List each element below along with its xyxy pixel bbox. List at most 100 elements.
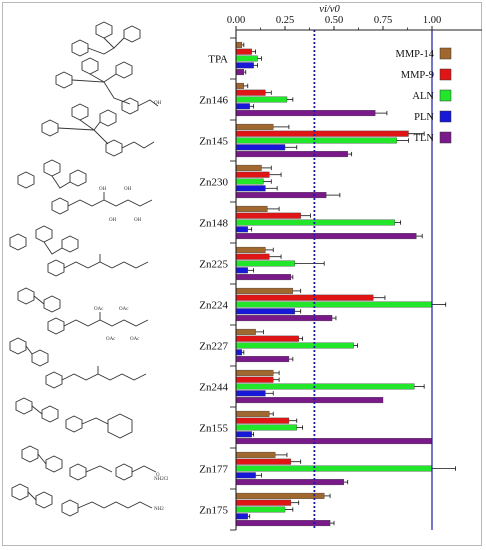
x-tick-label: 0.50 <box>325 15 343 26</box>
legend-label-aln: ALN <box>412 91 434 102</box>
bar-pln-zn224 <box>235 308 295 315</box>
bar-tln-zn175 <box>235 520 331 527</box>
bar-pln-zn225 <box>235 267 248 274</box>
category-label-zn148: Zn148 <box>199 218 228 230</box>
category-label-zn230: Zn230 <box>199 177 228 189</box>
bar-aln-zn175 <box>235 506 286 513</box>
category-label-zn224: Zn224 <box>199 300 228 312</box>
structure-zn155 <box>11 483 153 517</box>
bar-aln-zn145 <box>235 137 397 144</box>
bar-tln-zn225 <box>235 274 292 281</box>
category-label-zn155: Zn155 <box>199 423 228 435</box>
bar-mmp-14-zn155 <box>235 410 270 417</box>
legend-label-mmp-9: MMP-9 <box>401 70 434 81</box>
legend-swatch-tln <box>439 131 452 144</box>
bar-mmp-9-zn224 <box>235 294 374 301</box>
x-tick-label: 0.75 <box>374 15 392 26</box>
bar-tln-zn230 <box>235 192 327 199</box>
bar-mmp-9-zn227 <box>235 335 299 342</box>
bar-tln-zn145 <box>235 151 348 158</box>
structure-zn145 <box>41 103 155 157</box>
bar-mmp-9-zn145 <box>235 130 409 137</box>
structure-label: OH <box>154 101 162 106</box>
plot-area: TPA Zn146 Zn145 Zn230 Zn148 Zn225 Zn224 Zn227 Zn… <box>199 4 482 531</box>
bar-tln-zn155 <box>235 438 433 445</box>
bar-pln-zn244 <box>235 390 266 397</box>
category-label-zn244: Zn244 <box>199 382 228 394</box>
category-label-zn146: Zn146 <box>199 95 228 107</box>
bar-mmp-14-zn230 <box>235 164 262 171</box>
bar-aln-zn224 <box>235 301 433 308</box>
bar-mmp-14-tpa <box>235 41 243 48</box>
bar-mmp-9-tpa <box>235 48 252 55</box>
bar-pln-zn230 <box>235 185 266 192</box>
bar-pln-zn177 <box>235 472 256 479</box>
structure-zn244 <box>21 445 157 481</box>
bar-aln-tpa <box>235 55 258 62</box>
structure-tpa <box>71 21 141 57</box>
chemical-structures-panel: OH OH OH OH OH OAc OAc OAc OAc NH2 NH2Cl… <box>9 21 169 517</box>
structure-label: OH <box>134 218 142 223</box>
bar-mmp-14-zn175 <box>235 492 325 499</box>
structure-zn225 <box>17 287 149 335</box>
x-axis-label: vi/v0 <box>319 4 340 15</box>
bar-pln-zn155 <box>235 431 252 438</box>
bar-mmp-14-zn148 <box>235 205 268 212</box>
bar-tln-zn146 <box>235 110 376 117</box>
bar-mmp-14-zn177 <box>235 451 276 458</box>
structure-label: OAc <box>130 337 140 342</box>
bar-mmp-14-zn227 <box>235 328 256 335</box>
bar-aln-zn177 <box>235 465 433 472</box>
structure-label: OH <box>124 187 132 192</box>
bar-mmp-9-zn175 <box>235 499 292 506</box>
structure-label: O <box>156 473 160 478</box>
bar-aln-zn225 <box>235 260 295 267</box>
legend-swatch-pln <box>439 110 452 123</box>
bar-tln-zn148 <box>235 233 417 240</box>
structure-label: OAc <box>106 337 116 342</box>
x-tick-label: 0.25 <box>276 15 294 26</box>
bar-mmp-9-zn177 <box>235 458 292 465</box>
bar-aln-zn227 <box>235 342 354 349</box>
bar-pln-tpa <box>235 62 254 69</box>
bar-mmp-9-zn225 <box>235 253 270 260</box>
bar-mmp-9-zn230 <box>235 171 270 178</box>
structure-label: OH <box>109 218 117 223</box>
bar-tln-zn177 <box>235 479 344 486</box>
legend-label-mmp-14: MMP-14 <box>395 49 434 60</box>
bar-aln-zn155 <box>235 424 297 431</box>
bar-pln-zn148 <box>235 226 248 233</box>
structure-label: NH2 <box>154 507 164 512</box>
structure-zn230 <box>17 159 153 215</box>
x-tick-label: 1.00 <box>423 15 441 26</box>
structure-label: OAc <box>94 307 104 312</box>
legend-label-tln: TLN <box>414 133 435 144</box>
bar-tln-zn227 <box>235 356 290 363</box>
bar-tln-tpa <box>235 69 245 76</box>
bar-aln-zn244 <box>235 383 415 390</box>
bar-pln-zn175 <box>235 513 248 520</box>
bar-mmp-14-zn244 <box>235 369 274 376</box>
category-label-zn145: Zn145 <box>199 136 228 148</box>
bar-mmp-14-zn146 <box>235 82 245 89</box>
structure-zn146 <box>55 57 159 115</box>
bar-mmp-14-zn145 <box>235 123 274 130</box>
structure-label: NH2Cl <box>154 477 169 482</box>
structure-label: OH <box>99 187 107 192</box>
legend: MMP-14 MMP-9 ALN PLN TLN <box>395 47 452 144</box>
bar-mmp-9-zn155 <box>235 417 290 424</box>
structure-zn224 <box>9 337 147 389</box>
legend-label-pln: PLN <box>414 112 434 123</box>
bar-tln-zn244 <box>235 397 384 404</box>
category-label-zn175: Zn175 <box>199 505 228 517</box>
bar-mmp-14-zn225 <box>235 246 266 253</box>
category-label-zn227: Zn227 <box>199 341 228 353</box>
bar-pln-zn227 <box>235 349 243 356</box>
bar-pln-zn145 <box>235 144 286 151</box>
legend-swatch-mmp-9 <box>439 68 452 81</box>
legend-swatch-mmp-14 <box>439 47 452 60</box>
structure-label: OAc <box>119 307 129 312</box>
x-tick-label: 0.00 <box>227 15 245 26</box>
bar-aln-zn146 <box>235 96 288 103</box>
